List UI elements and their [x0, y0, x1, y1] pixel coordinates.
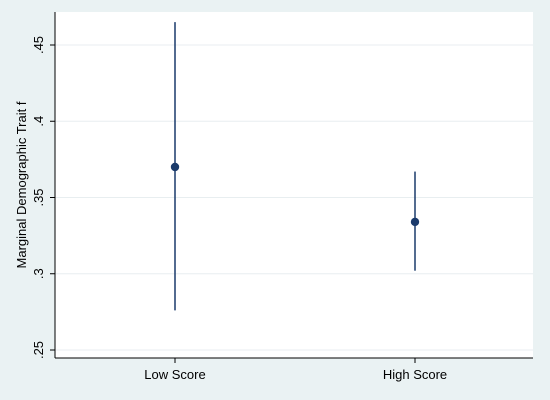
x-tick-label: High Score — [383, 367, 447, 382]
point-estimate — [410, 217, 420, 227]
plot-area — [55, 12, 533, 358]
y-tick-label: .4 — [31, 116, 46, 127]
y-axis-title: Marginal Demographic Trait f — [14, 101, 29, 268]
y-tick-label: .3 — [31, 268, 46, 279]
y-tick-label: .35 — [31, 188, 46, 206]
grid-lines — [55, 44, 533, 351]
y-tick-label: .45 — [31, 36, 46, 54]
data-marks — [170, 22, 420, 311]
y-tick-label: .25 — [31, 341, 46, 359]
x-tick-label: Low Score — [144, 367, 205, 382]
point-estimate — [170, 162, 180, 172]
axes: .25 .3 .35 .4 .45 Low Score High Score — [31, 12, 533, 382]
